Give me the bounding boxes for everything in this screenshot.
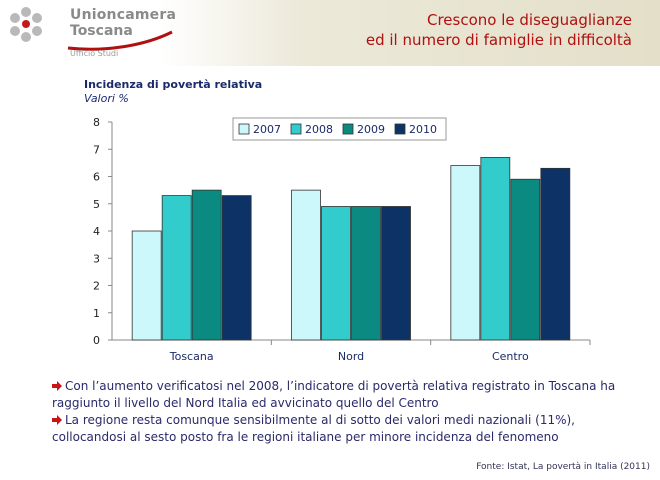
- page-title: Crescono le diseguaglianze ed il numero …: [366, 10, 632, 50]
- legend-label: 2007: [253, 123, 281, 136]
- legend-swatch: [238, 123, 250, 135]
- arrow-right-icon: [52, 381, 62, 391]
- bar: [221, 195, 252, 341]
- y-tick-label: 3: [93, 252, 100, 265]
- page-title-line2: ed il numero di famiglie in difficoltà: [365, 31, 632, 49]
- legend-label: 2009: [357, 123, 385, 136]
- bar: [321, 206, 351, 341]
- bar: [351, 206, 381, 341]
- bar: [540, 167, 571, 341]
- logo-text-line1: Unioncamera: [70, 7, 177, 23]
- logo-subtitle: Ufficio Studi: [70, 49, 119, 58]
- logo-text-line2: Toscana: [70, 23, 133, 39]
- bullet-text: Con l’aumento verificatosi nel 2008, l’i…: [52, 379, 616, 410]
- page-title-line1: Crescono le diseguaglianze: [426, 11, 632, 29]
- y-tick-label: 4: [93, 225, 100, 238]
- chart-title: Incidenza di povertà relativa: [84, 78, 263, 91]
- bullet-item: Con l’aumento verificatosi nel 2008, l’i…: [52, 378, 652, 412]
- legend-swatch: [290, 123, 302, 135]
- bar: [480, 157, 511, 341]
- y-tick-label: 8: [93, 116, 100, 129]
- bar: [131, 230, 162, 341]
- y-tick-label: 1: [93, 307, 100, 320]
- bullet-list: Con l’aumento verificatosi nel 2008, l’i…: [52, 378, 652, 446]
- x-tick-label: Toscana: [169, 350, 214, 363]
- legend-label: 2010: [409, 123, 437, 136]
- y-tick-label: 0: [93, 334, 100, 347]
- header-banner: Unioncamera Toscana Ufficio Studi Cresco…: [0, 0, 660, 66]
- legend-swatch: [342, 123, 354, 135]
- legend-box: [232, 117, 447, 141]
- arrow-right-icon: [52, 415, 62, 425]
- bar: [291, 189, 321, 341]
- x-tick-label: Centro: [492, 350, 529, 363]
- y-tick-label: 7: [93, 143, 100, 156]
- bar: [381, 206, 411, 341]
- bullet-item: La regione resta comunque sensibilmente …: [52, 412, 652, 446]
- bar: [510, 178, 541, 341]
- chart-subtitle: Valori %: [84, 92, 129, 105]
- source-note: Fonte: Istat, La povertà in Italia (2011…: [476, 462, 650, 472]
- bullet-text: La regione resta comunque sensibilmente …: [52, 413, 575, 444]
- logo-icon: [10, 7, 42, 42]
- bar: [450, 165, 481, 341]
- logo-swoosh: [67, 30, 173, 51]
- y-tick-label: 2: [93, 280, 100, 293]
- bar: [161, 195, 192, 341]
- y-tick-label: 5: [93, 198, 100, 211]
- y-tick-label: 6: [93, 171, 100, 184]
- bar: [191, 189, 222, 341]
- legend-label: 2008: [305, 123, 333, 136]
- legend-swatch: [394, 123, 406, 135]
- x-tick-label: Nord: [338, 350, 364, 363]
